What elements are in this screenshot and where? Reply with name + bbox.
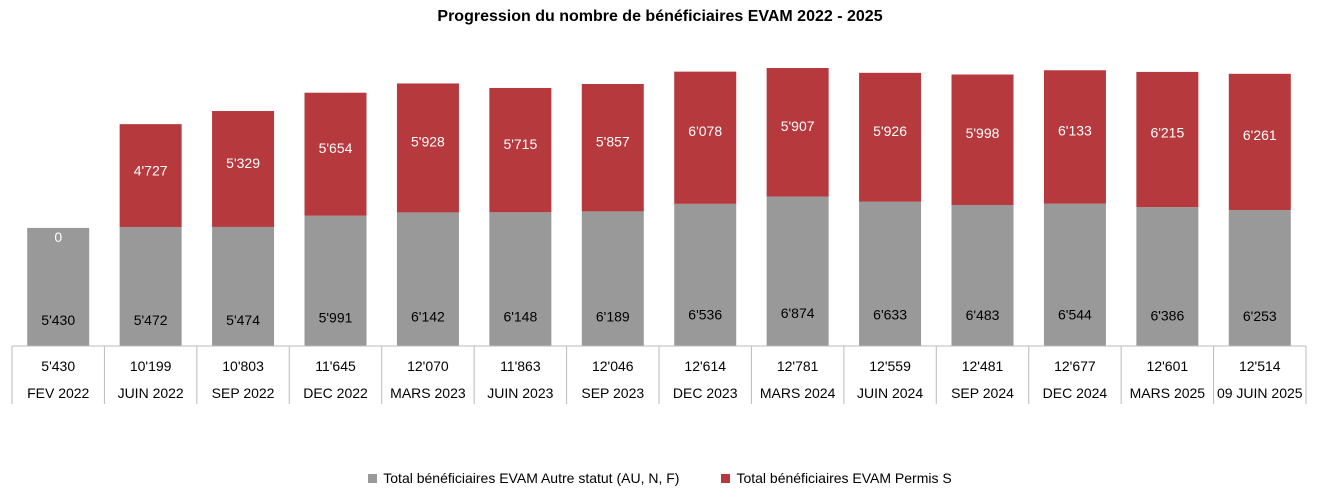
- bar-permis-s-6: [581, 83, 644, 212]
- data-label-permis-s-10: 5'998: [966, 125, 1000, 141]
- data-label-permis-s-3: 5'654: [319, 140, 353, 156]
- bar-permis-s-7: [674, 71, 737, 204]
- bar-autre-statut-5: [489, 212, 552, 346]
- total-label-5: 11'863: [500, 358, 541, 374]
- category-label-0: FEV 2022: [27, 385, 89, 401]
- total-label-12: 12'601: [1147, 358, 1189, 374]
- bar-permis-s-11: [1043, 70, 1106, 204]
- data-label-permis-s-4: 5'928: [411, 133, 445, 149]
- total-label-2: 10'803: [222, 358, 264, 374]
- data-label-autre-statut-0: 5'430: [41, 312, 75, 328]
- category-label-5: JUIN 2023: [487, 385, 553, 401]
- category-label-6: SEP 2023: [581, 385, 644, 401]
- data-label-autre-statut-6: 6'189: [596, 308, 630, 324]
- bar-permis-s-4: [396, 83, 459, 213]
- bar-permis-s-1: [119, 124, 182, 227]
- data-label-permis-s-6: 5'857: [596, 133, 630, 149]
- total-label-3: 11'645: [315, 358, 356, 374]
- data-label-autre-statut-1: 5'472: [134, 312, 168, 328]
- category-label-13: 09 JUIN 2025: [1217, 385, 1303, 401]
- bar-autre-statut-1: [119, 226, 182, 346]
- bar-permis-s-8: [766, 68, 829, 197]
- data-label-permis-s-0: 0: [54, 229, 62, 245]
- bar-permis-s-5: [489, 87, 552, 213]
- bar-autre-statut-10: [951, 204, 1014, 346]
- total-label-13: 12'514: [1239, 358, 1281, 374]
- total-label-0: 5'430: [41, 358, 75, 374]
- category-label-4: MARS 2023: [390, 385, 466, 401]
- data-label-autre-statut-7: 6'536: [688, 307, 722, 323]
- data-label-autre-statut-11: 6'544: [1058, 307, 1092, 323]
- data-label-autre-statut-9: 6'633: [873, 306, 907, 322]
- total-label-9: 12'559: [869, 358, 911, 374]
- data-label-autre-statut-8: 6'874: [781, 305, 815, 321]
- bar-autre-statut-6: [581, 211, 644, 346]
- bar-autre-statut-8: [766, 196, 829, 346]
- legend-swatch-permis-s: [721, 473, 731, 483]
- category-label-10: SEP 2024: [951, 385, 1014, 401]
- data-label-permis-s-7: 6'078: [688, 123, 722, 139]
- total-label-6: 12'046: [592, 358, 634, 374]
- stacked-bar-chart: 5'430 0 5'472 4'727 5'474 5'329 5'991 5'654 6'14…: [11, 68, 1307, 404]
- category-label-2: SEP 2022: [212, 385, 275, 401]
- category-label-11: DEC 2024: [1043, 385, 1108, 401]
- legend-swatch-autre-statut: [368, 473, 378, 483]
- legend-label-autre-statut: Total bénéficiaires EVAM Autre statut (A…: [383, 470, 680, 486]
- bar-autre-statut-9: [859, 201, 922, 346]
- total-label-7: 12'614: [684, 358, 726, 374]
- total-label-8: 12'781: [777, 358, 819, 374]
- bar-autre-statut-11: [1043, 203, 1106, 346]
- legend-item-permis-s: Total bénéficiaires EVAM Permis S: [721, 470, 952, 486]
- bar-autre-statut-12: [1136, 207, 1199, 346]
- data-label-autre-statut-5: 6'148: [503, 309, 537, 325]
- bar-permis-s-10: [951, 74, 1014, 205]
- total-label-1: 10'199: [130, 358, 172, 374]
- legend-item-autre-statut: Total bénéficiaires EVAM Autre statut (A…: [368, 470, 679, 486]
- bar-permis-s-12: [1136, 71, 1199, 208]
- bar-permis-s-13: [1228, 73, 1291, 210]
- data-label-autre-statut-10: 6'483: [966, 307, 1000, 323]
- bar-autre-statut-0: [27, 227, 90, 346]
- total-label-10: 12'481: [962, 358, 1004, 374]
- bar-permis-s-9: [859, 72, 922, 202]
- category-label-1: JUIN 2022: [118, 385, 184, 401]
- data-label-permis-s-2: 5'329: [226, 155, 260, 171]
- bar-autre-statut-2: [212, 226, 275, 346]
- data-label-permis-s-1: 4'727: [134, 162, 168, 178]
- category-label-7: DEC 2023: [673, 385, 738, 401]
- data-label-permis-s-11: 6'133: [1058, 122, 1092, 138]
- bar-autre-statut-7: [674, 203, 737, 346]
- category-label-3: DEC 2022: [303, 385, 368, 401]
- bar-permis-s-3: [304, 92, 367, 216]
- bar-autre-statut-13: [1228, 209, 1291, 346]
- data-label-permis-s-5: 5'715: [503, 136, 537, 152]
- category-label-9: JUIN 2024: [857, 385, 923, 401]
- total-label-4: 12'070: [407, 358, 449, 374]
- category-label-12: MARS 2025: [1130, 385, 1206, 401]
- data-label-permis-s-9: 5'926: [873, 123, 907, 139]
- category-label-8: MARS 2024: [760, 385, 836, 401]
- data-label-autre-statut-4: 6'142: [411, 309, 445, 325]
- legend-label-permis-s: Total bénéficiaires EVAM Permis S: [736, 470, 952, 486]
- chart-title: Progression du nombre de bénéficiaires E…: [437, 8, 883, 25]
- legend: Total bénéficiaires EVAM Autre statut (A…: [0, 470, 1320, 486]
- bar-autre-statut-3: [304, 215, 367, 346]
- data-label-autre-statut-12: 6'386: [1150, 307, 1184, 323]
- bar-autre-statut-4: [396, 212, 459, 346]
- data-label-permis-s-8: 5'907: [781, 118, 815, 134]
- bar-permis-s-2: [212, 111, 275, 227]
- data-label-autre-statut-2: 5'474: [226, 312, 260, 328]
- total-label-11: 12'677: [1054, 358, 1096, 374]
- data-label-permis-s-12: 6'215: [1150, 125, 1184, 141]
- data-label-autre-statut-3: 5'991: [319, 309, 353, 325]
- data-label-permis-s-13: 6'261: [1243, 127, 1277, 143]
- data-label-autre-statut-13: 6'253: [1243, 308, 1277, 324]
